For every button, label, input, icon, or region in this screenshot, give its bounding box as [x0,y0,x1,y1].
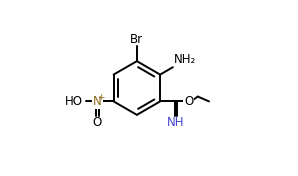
Text: HO: HO [65,95,83,108]
Text: O: O [184,95,193,108]
Text: N: N [93,95,102,108]
Text: +: + [97,93,104,102]
Text: Br: Br [130,33,143,46]
Text: NH₂: NH₂ [174,53,196,66]
Text: NH: NH [167,116,184,129]
Text: O: O [93,116,102,129]
